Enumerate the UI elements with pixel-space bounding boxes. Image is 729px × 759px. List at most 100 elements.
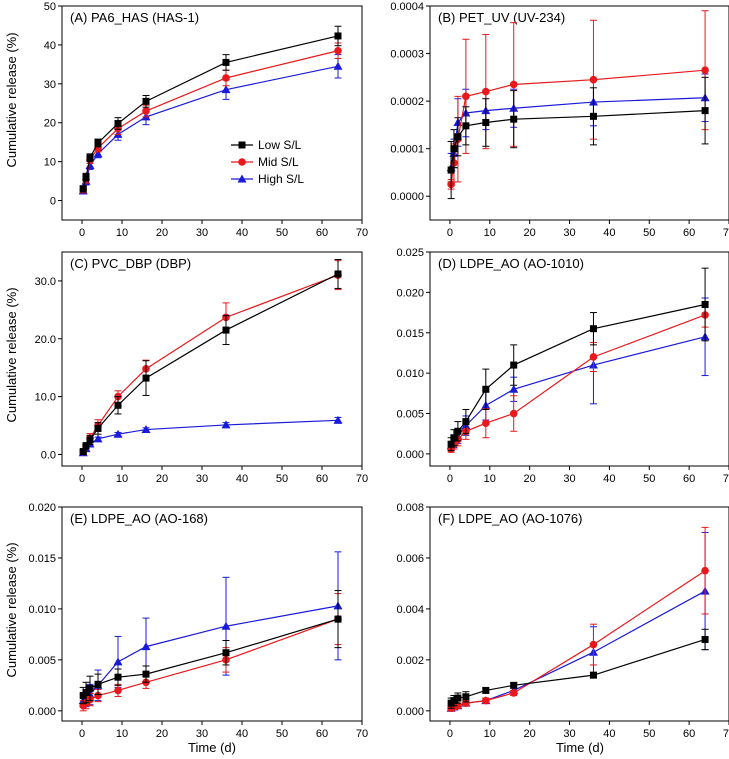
y-tick-label: 50 [44, 1, 56, 13]
x-tick-label: 60 [316, 227, 328, 239]
x-tick-label: 40 [236, 473, 248, 485]
series-line-low [82, 273, 339, 452]
y-axis-title-middle: Cumulative release (%) [4, 287, 19, 422]
data-point [447, 440, 455, 448]
series-low [79, 259, 342, 456]
x-tick-label: 30 [563, 227, 575, 239]
y-tick-label: 0.008 [396, 502, 424, 514]
legend-marker-high [237, 174, 247, 183]
data-point [454, 427, 462, 435]
x-tick-label: 0 [79, 728, 85, 740]
y-tick-label: 0.0 [41, 449, 56, 461]
x-tick-label: 30 [563, 473, 575, 485]
data-point [222, 649, 230, 657]
y-tick-label: 0.010 [28, 604, 56, 616]
x-tick-label: 0 [447, 227, 453, 239]
data-point [450, 697, 458, 705]
y-tick-label: 20 [44, 118, 56, 130]
y-tick-label: 0.005 [396, 409, 424, 421]
data-point [142, 374, 150, 382]
panel-title: (A) PA6_HAS (HAS-1) [70, 10, 199, 25]
x-tick-label: 70 [723, 728, 729, 740]
y-tick-label: 0.0000 [390, 191, 424, 203]
data-point [701, 566, 709, 575]
series-mid [79, 593, 342, 712]
series-high [78, 415, 343, 457]
x-tick-label: 10 [484, 728, 496, 740]
x-tick-label: 40 [236, 728, 248, 740]
x-tick-label: 70 [723, 227, 729, 239]
x-tick-label: 70 [356, 227, 368, 239]
panel-title: (F) LDPE_AO (AO-1076) [438, 511, 583, 526]
y-tick-label: 20.0 [35, 334, 56, 346]
data-point [482, 385, 490, 393]
x-tick-label: 60 [683, 227, 695, 239]
data-point [462, 92, 470, 101]
series-low [79, 25, 342, 193]
plot-frame [61, 251, 363, 467]
x-tick-label: 30 [196, 473, 208, 485]
x-tick-label: 0 [79, 227, 85, 239]
y-tick-label: 30.0 [35, 276, 56, 288]
x-tick-label: 30 [196, 227, 208, 239]
series-line-mid [82, 274, 339, 452]
y-tick-label: 0.0002 [390, 96, 424, 108]
data-point [482, 87, 490, 96]
panel-5: (E) LDPE_AO (AO-168) 0 10 20 30 40 50 60 70 0.000… [28, 502, 368, 740]
series-mid [447, 10, 709, 190]
x-tick-label: 0 [447, 473, 453, 485]
data-point [113, 657, 123, 666]
data-point [142, 97, 150, 105]
y-tick-label: 10.0 [35, 392, 56, 404]
y-tick-label: 0.025 [396, 247, 424, 259]
data-point [589, 671, 597, 679]
series-mid [79, 42, 342, 194]
x-tick-label: 40 [603, 473, 615, 485]
x-tick-label: 20 [156, 473, 168, 485]
x-tick-label: 50 [276, 227, 288, 239]
data-point [701, 107, 709, 115]
y-tick-label: 0.015 [396, 328, 424, 340]
data-point [482, 686, 490, 694]
data-point [113, 429, 123, 438]
data-point [333, 61, 343, 70]
panel-title: (D) LDPE_AO (AO-1010) [438, 256, 584, 271]
data-point [82, 173, 90, 181]
x-tick-label: 10 [484, 227, 496, 239]
data-point [86, 154, 94, 162]
data-point [334, 615, 342, 623]
x-tick-label: 10 [116, 227, 128, 239]
legend-item-high: High S/L [231, 172, 304, 186]
data-point [141, 425, 151, 434]
y-tick-label: 0.010 [396, 368, 424, 380]
legend-item-low: Low S/L [231, 138, 302, 152]
x-tick-label: 10 [484, 473, 496, 485]
panel-6: (F) LDPE_AO (AO-1076) 0 10 20 30 40 50 60 70 0.00… [396, 502, 729, 740]
series-high [446, 531, 710, 712]
data-point [334, 32, 342, 40]
data-point [482, 119, 490, 127]
data-point [462, 418, 470, 426]
data-point [462, 693, 470, 701]
data-point [94, 424, 102, 432]
data-point [510, 681, 518, 689]
panel-3: (C) PVC_DBP (DBP) 0 10 20 30 40 50 60 70 0.0 10.0 2… [35, 251, 368, 485]
data-point [589, 75, 598, 84]
x-axis-title-right: Time (d) [556, 740, 604, 755]
plot-frame [61, 5, 363, 221]
data-point [82, 688, 90, 696]
x-tick-label: 70 [723, 473, 729, 485]
data-point [701, 635, 709, 643]
data-point [334, 46, 342, 55]
series-mid [447, 302, 709, 453]
data-point [94, 680, 102, 688]
data-point [462, 699, 470, 707]
data-point [93, 434, 103, 443]
y-tick-label: 0.0003 [390, 49, 424, 61]
x-tick-label: 0 [447, 728, 453, 740]
data-point [701, 300, 709, 308]
data-point [93, 149, 103, 158]
y-axis-title-top: Cumulative release (%) [4, 32, 19, 167]
x-tick-label: 50 [643, 227, 655, 239]
